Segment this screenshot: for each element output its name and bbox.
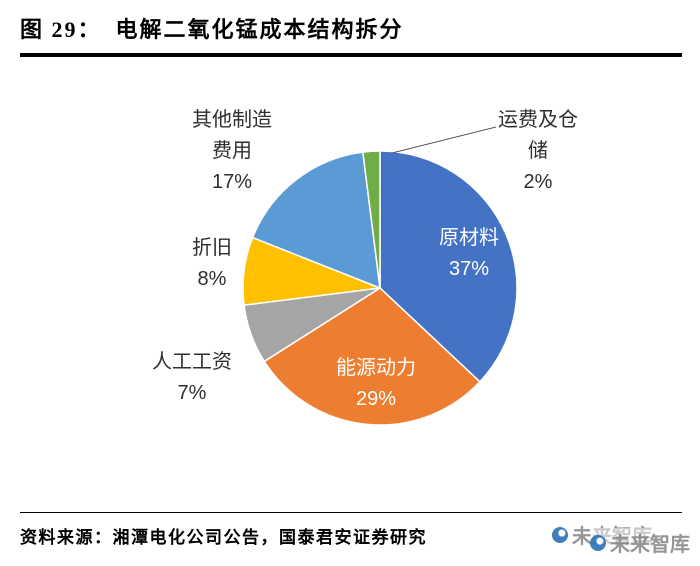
pie-label-energy-power: 能源动力 29% — [320, 353, 432, 415]
pie-label-percent: 8% — [197, 268, 227, 290]
pie-slice-1 — [263, 287, 481, 426]
pie-label-percent: 7% — [177, 382, 207, 404]
pie-label-depreciation: 折旧 8% — [176, 233, 248, 295]
source-note: 资料来源：湘潭电化公司公告，国泰君安证券研究 — [20, 528, 427, 547]
pie-label-text: 运费及仓储 — [498, 109, 578, 162]
pie-label-percent: 2% — [523, 171, 553, 193]
pie-chart-area: 其他制造费用 17% 运费及仓储 2% 折旧 8% 人工工资 7% 原材料 37… — [0, 95, 700, 510]
leader-line — [391, 126, 497, 154]
pie-label-text: 其他制造费用 — [192, 109, 272, 162]
pie-label-percent: 37% — [448, 258, 490, 280]
pie-label-labor-wages: 人工工资 7% — [144, 347, 240, 409]
pie-svg — [242, 126, 518, 426]
pie-label-freight-storage: 运费及仓储 2% — [496, 105, 580, 198]
figure-number-label: 图 29： — [20, 17, 102, 42]
footer-divider-line — [20, 512, 682, 513]
pie-slice-4 — [251, 151, 381, 290]
figure-title: 电解二氧化锰成本结构拆分 — [115, 17, 404, 42]
watermark-text: 未来智库 — [610, 534, 690, 556]
pie-label-text: 人工工资 — [152, 351, 232, 373]
pie-label-text: 折旧 — [192, 237, 232, 259]
watermark: 未来智库 — [590, 528, 690, 557]
pie-slice-5 — [361, 150, 381, 289]
watermark-logo-icon — [590, 534, 606, 551]
pie-label-text: 原材料 — [439, 227, 499, 249]
watermark-logo-icon — [552, 526, 568, 543]
figure-title-line: 图 29： 电解二氧化锰成本结构拆分 — [20, 12, 682, 44]
pie-label-raw-materials: 原材料 37% — [414, 223, 524, 285]
pie-label-text: 能源动力 — [336, 357, 416, 379]
figure-header: 图 29： 电解二氧化锰成本结构拆分 — [20, 12, 682, 57]
pie-slice-0 — [379, 150, 518, 383]
pie-label-percent: 29% — [355, 388, 397, 410]
pie-label-percent: 17% — [211, 171, 253, 193]
title-underline-bar — [20, 53, 682, 57]
pie-label-other-manufacturing: 其他制造费用 17% — [190, 105, 274, 198]
